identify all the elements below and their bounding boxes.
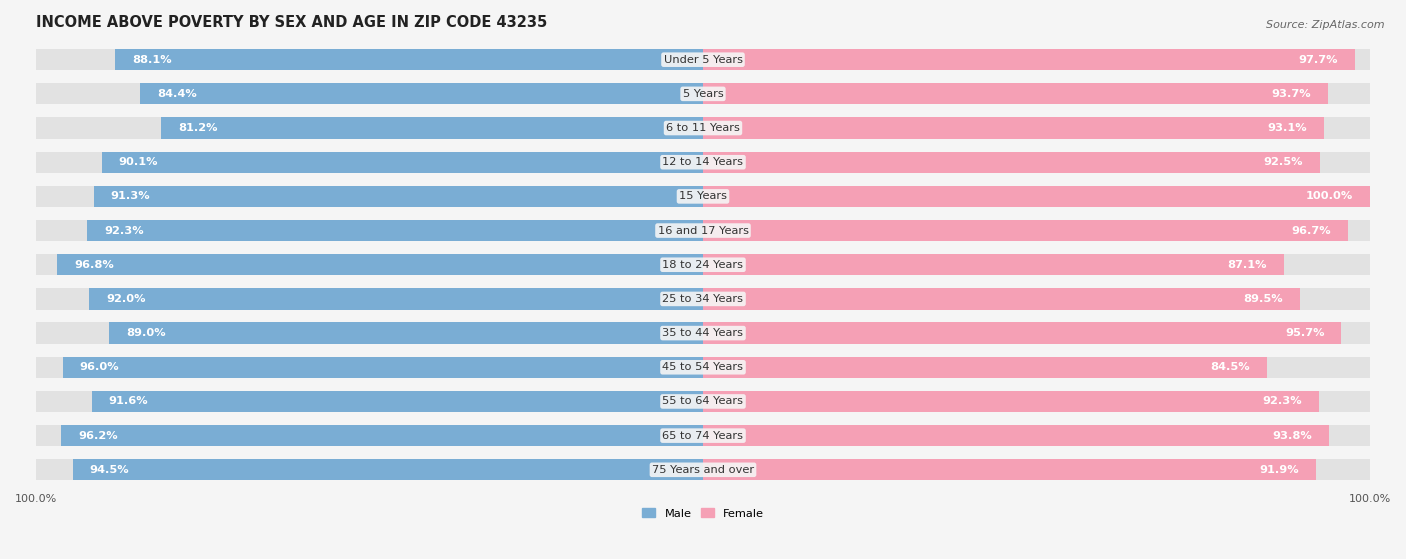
Text: 95.7%: 95.7% [1285, 328, 1324, 338]
Text: 96.8%: 96.8% [75, 260, 114, 270]
Bar [703, 220, 1369, 241]
Text: 88.1%: 88.1% [132, 55, 172, 65]
Bar [703, 459, 1316, 480]
Text: 89.5%: 89.5% [1243, 294, 1284, 304]
Text: 96.7%: 96.7% [1292, 226, 1331, 235]
Text: 25 to 34 Years: 25 to 34 Years [662, 294, 744, 304]
Bar [110, 323, 703, 344]
Bar [37, 459, 703, 480]
Text: 93.8%: 93.8% [1272, 430, 1312, 440]
Text: Source: ZipAtlas.com: Source: ZipAtlas.com [1267, 20, 1385, 30]
Text: 94.5%: 94.5% [90, 465, 129, 475]
Bar [37, 49, 703, 70]
Bar [703, 83, 1369, 105]
Bar [703, 323, 1341, 344]
Bar [703, 83, 1327, 105]
Bar [37, 425, 703, 446]
Bar [58, 254, 703, 276]
Bar [37, 220, 703, 241]
Bar [73, 459, 703, 480]
Text: 100.0%: 100.0% [1306, 191, 1353, 201]
Text: 93.7%: 93.7% [1271, 89, 1312, 99]
Text: 97.7%: 97.7% [1298, 55, 1339, 65]
Bar [37, 83, 703, 105]
Bar [703, 391, 1319, 412]
Bar [703, 151, 1369, 173]
Text: 18 to 24 Years: 18 to 24 Years [662, 260, 744, 270]
Bar [703, 288, 1369, 310]
Bar [703, 357, 1369, 378]
Bar [115, 49, 703, 70]
Bar [37, 117, 703, 139]
Bar [703, 459, 1369, 480]
Text: 55 to 64 Years: 55 to 64 Years [662, 396, 744, 406]
Text: 91.3%: 91.3% [111, 191, 150, 201]
Text: 35 to 44 Years: 35 to 44 Years [662, 328, 744, 338]
Bar [703, 117, 1369, 139]
Text: 89.0%: 89.0% [127, 328, 166, 338]
Text: 45 to 54 Years: 45 to 54 Years [662, 362, 744, 372]
Text: INCOME ABOVE POVERTY BY SEX AND AGE IN ZIP CODE 43235: INCOME ABOVE POVERTY BY SEX AND AGE IN Z… [37, 15, 547, 30]
Text: Under 5 Years: Under 5 Years [664, 55, 742, 65]
Bar [703, 254, 1284, 276]
Bar [703, 288, 1301, 310]
Bar [37, 288, 703, 310]
Bar [94, 186, 703, 207]
Bar [141, 83, 703, 105]
Bar [93, 391, 703, 412]
Bar [62, 425, 703, 446]
Bar [703, 254, 1369, 276]
Bar [703, 391, 1369, 412]
Bar [703, 357, 1267, 378]
Bar [703, 186, 1369, 207]
Text: 92.3%: 92.3% [104, 226, 143, 235]
Text: 87.1%: 87.1% [1227, 260, 1267, 270]
Bar [162, 117, 703, 139]
Bar [87, 220, 703, 241]
Bar [703, 151, 1320, 173]
Bar [703, 186, 1369, 207]
Bar [37, 186, 703, 207]
Text: 65 to 74 Years: 65 to 74 Years [662, 430, 744, 440]
Text: 92.3%: 92.3% [1263, 396, 1302, 406]
Bar [703, 425, 1369, 446]
Text: 15 Years: 15 Years [679, 191, 727, 201]
Text: 96.2%: 96.2% [79, 430, 118, 440]
Bar [703, 220, 1348, 241]
Bar [37, 151, 703, 173]
Text: 16 and 17 Years: 16 and 17 Years [658, 226, 748, 235]
Text: 81.2%: 81.2% [179, 123, 218, 133]
Bar [37, 391, 703, 412]
Text: 12 to 14 Years: 12 to 14 Years [662, 157, 744, 167]
Bar [37, 254, 703, 276]
Bar [703, 117, 1324, 139]
Bar [703, 323, 1369, 344]
Text: 90.1%: 90.1% [120, 157, 159, 167]
Bar [37, 323, 703, 344]
Text: 84.5%: 84.5% [1211, 362, 1250, 372]
Text: 92.5%: 92.5% [1264, 157, 1303, 167]
Bar [90, 288, 703, 310]
Text: 6 to 11 Years: 6 to 11 Years [666, 123, 740, 133]
Text: 96.0%: 96.0% [80, 362, 120, 372]
Legend: Male, Female: Male, Female [637, 504, 769, 523]
Text: 91.9%: 91.9% [1260, 465, 1299, 475]
Text: 91.6%: 91.6% [108, 396, 149, 406]
Text: 93.1%: 93.1% [1268, 123, 1308, 133]
Bar [103, 151, 703, 173]
Bar [703, 49, 1354, 70]
Text: 5 Years: 5 Years [683, 89, 723, 99]
Bar [37, 357, 703, 378]
Bar [63, 357, 703, 378]
Bar [703, 425, 1329, 446]
Text: 92.0%: 92.0% [105, 294, 146, 304]
Bar [703, 49, 1369, 70]
Text: 75 Years and over: 75 Years and over [652, 465, 754, 475]
Text: 84.4%: 84.4% [157, 89, 197, 99]
